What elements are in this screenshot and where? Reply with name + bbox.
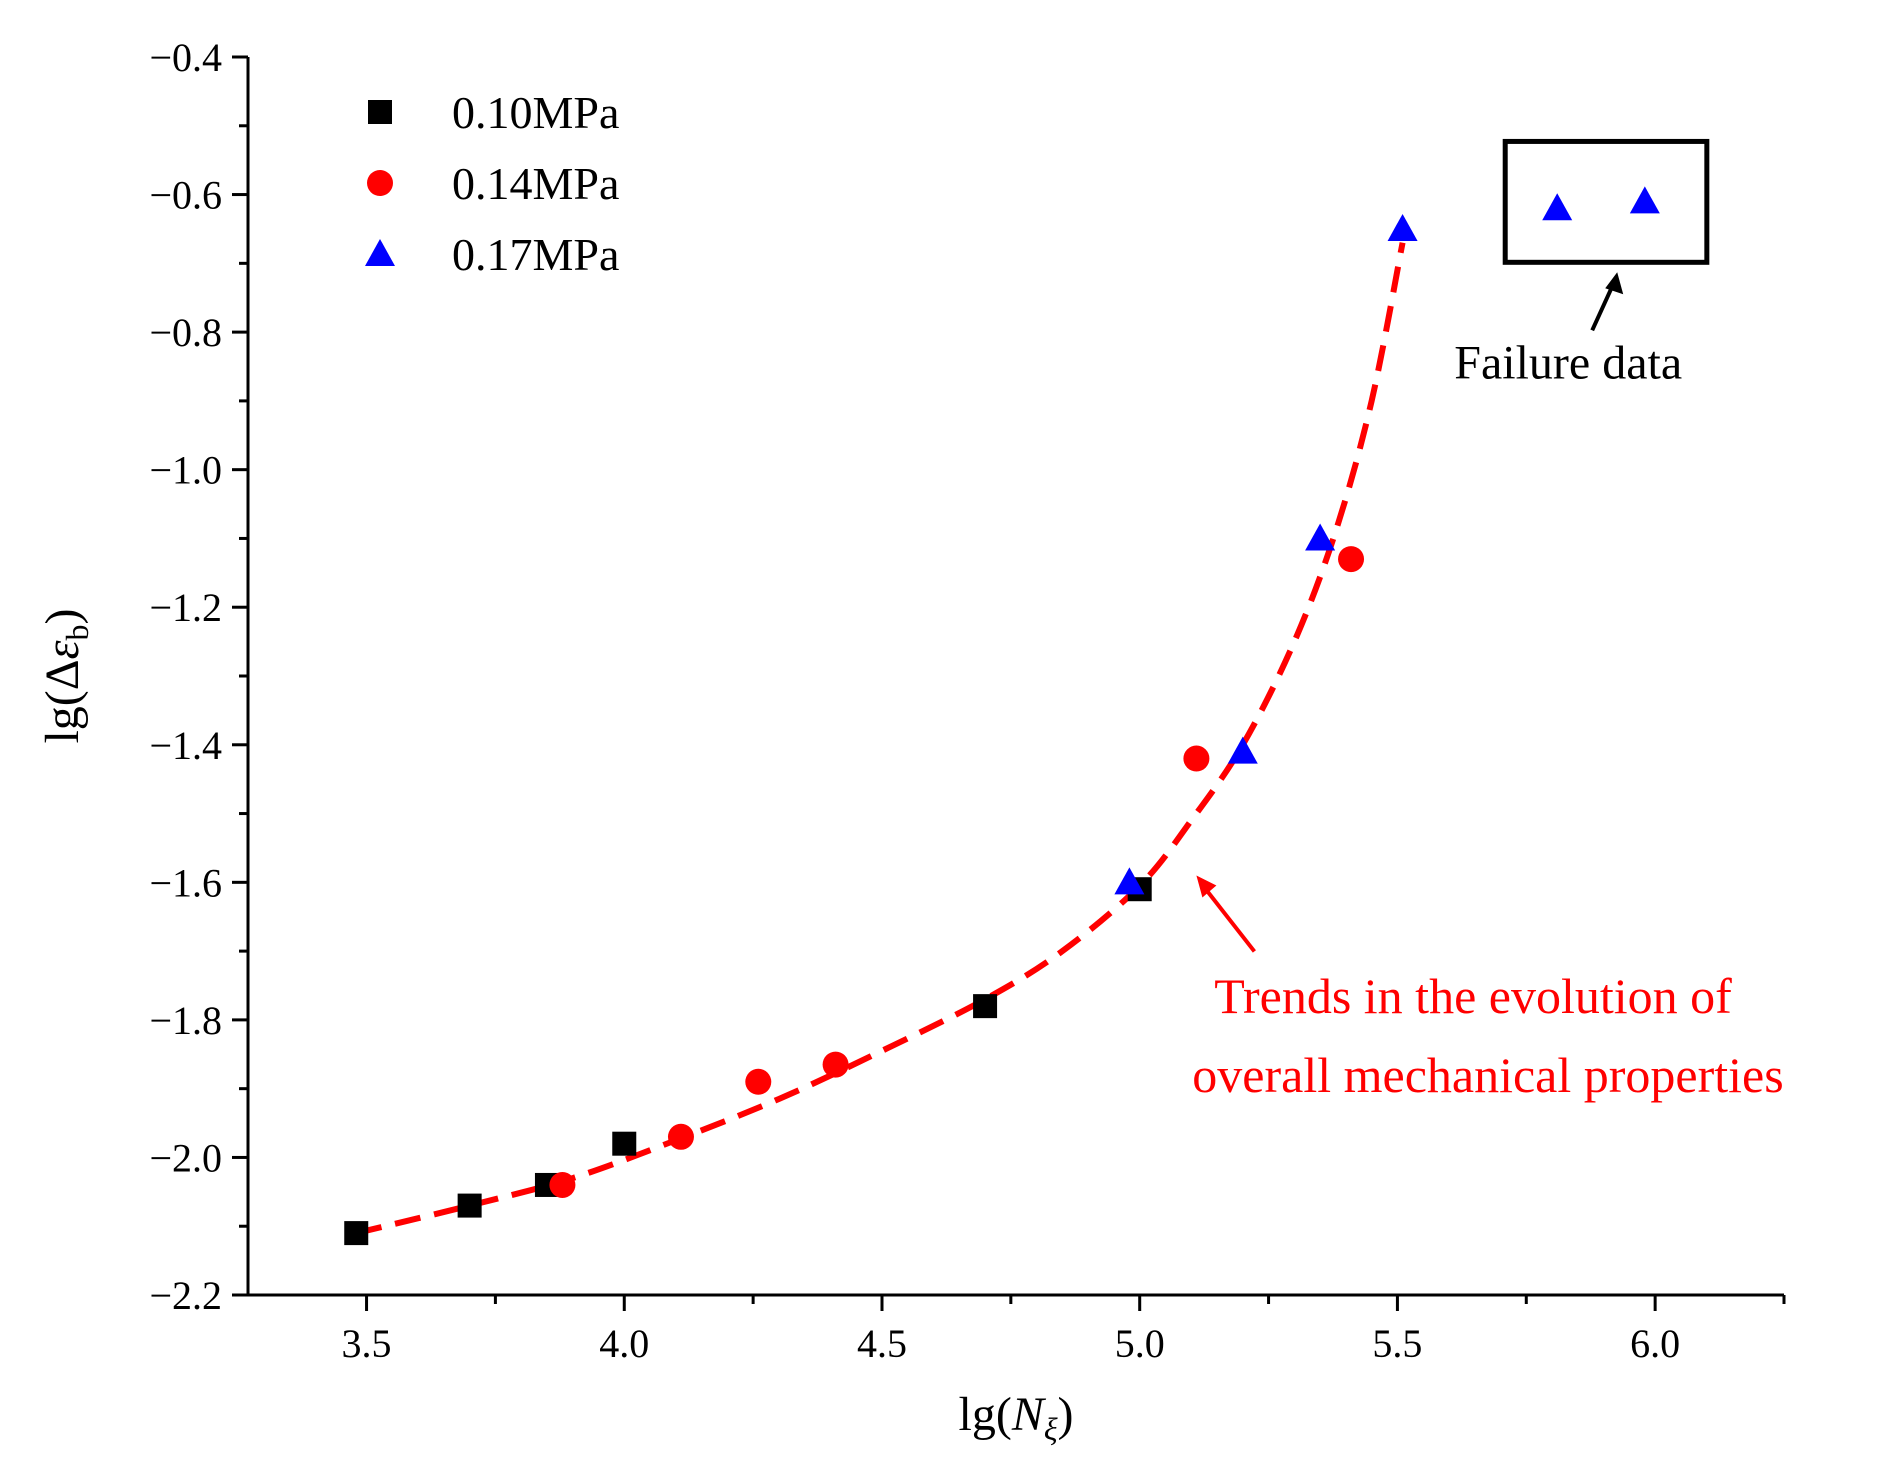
legend-marker-triangle bbox=[365, 239, 395, 266]
data-point-triangle-2 bbox=[1305, 523, 1336, 551]
data-point-triangle-5 bbox=[1629, 186, 1660, 214]
y-tick-label-3: −1.0 bbox=[149, 448, 222, 493]
legend-label-0: 0.10MPa bbox=[452, 87, 619, 138]
data-point-square-1 bbox=[457, 1193, 482, 1218]
x-axis-title-suffix: ) bbox=[1058, 1388, 1074, 1441]
data-point-circle-2 bbox=[745, 1068, 772, 1095]
series-0.10MPa bbox=[344, 877, 1152, 1246]
data-point-circle-4 bbox=[1183, 745, 1210, 772]
failure-data-label: Failure data bbox=[1454, 336, 1682, 389]
data-point-triangle-3 bbox=[1387, 213, 1418, 241]
y-axis-title-subscript: b bbox=[59, 624, 95, 640]
x-axis-title-symbol: N bbox=[1011, 1388, 1047, 1441]
series-0.14MPa bbox=[549, 546, 1365, 1198]
failure-data-box bbox=[1502, 138, 1710, 265]
y-axis-title-prefix: lg(Δ bbox=[36, 659, 89, 743]
legend-marker-square bbox=[368, 100, 392, 124]
data-point-square-4 bbox=[973, 994, 998, 1019]
x-ticks bbox=[365, 1295, 1786, 1311]
failure-arrow-head bbox=[1605, 272, 1624, 295]
y-tick-label-5: −1.4 bbox=[149, 723, 222, 768]
data-markers bbox=[344, 186, 1660, 1246]
trend-annotation: Trends in the evolution of overall mecha… bbox=[1192, 875, 1784, 1103]
y-tick-label-1: −0.6 bbox=[149, 173, 222, 218]
x-tick-labels: 3.5 4.0 4.5 5.0 5.5 6.0 bbox=[342, 1321, 1681, 1366]
y-tick-label-7: −1.8 bbox=[149, 998, 222, 1043]
data-point-circle-1 bbox=[667, 1123, 694, 1150]
failure-arrow-line bbox=[1590, 283, 1616, 332]
y-axis-title-suffix: ) bbox=[36, 608, 89, 624]
data-point-triangle-0 bbox=[1114, 867, 1145, 895]
x-tick-label-0: 3.5 bbox=[342, 1321, 392, 1366]
legend-label-2: 0.17MPa bbox=[452, 229, 619, 280]
x-tick-label-1: 4.0 bbox=[599, 1321, 649, 1366]
failure-annotation: Failure data bbox=[1454, 138, 1710, 389]
legend-item-2: 0.17MPa bbox=[365, 229, 619, 280]
x-axis-title: lg(Nξ) bbox=[958, 1388, 1073, 1447]
y-axis-title-symbol: ε bbox=[36, 640, 89, 659]
x-tick-label-4: 5.5 bbox=[1372, 1321, 1422, 1366]
legend: 0.10MPa 0.14MPa 0.17MPa bbox=[365, 87, 619, 280]
data-point-square-3 bbox=[612, 1131, 637, 1156]
data-point-square-0 bbox=[344, 1221, 369, 1246]
x-axis-title-prefix: lg( bbox=[958, 1388, 1011, 1441]
y-tick-labels: −0.4 −0.6 −0.8 −1.0 −1.2 −1.4 −1.6 −1.8 −2.0 −2.2 bbox=[149, 35, 222, 1318]
x-tick-label-2: 4.5 bbox=[857, 1321, 907, 1366]
legend-item-1: 0.14MPa bbox=[367, 158, 619, 209]
y-tick-label-2: −0.8 bbox=[149, 310, 222, 355]
trend-annotation-line-2: overall mechanical properties bbox=[1192, 1047, 1783, 1103]
series-0.17MPa bbox=[1114, 186, 1660, 895]
y-axis-title: lg(Δεb) bbox=[36, 608, 95, 743]
y-tick-label-9: −2.2 bbox=[149, 1273, 222, 1318]
trend-arrow-head bbox=[1196, 875, 1217, 898]
trend-arrow-line bbox=[1202, 886, 1256, 953]
data-point-circle-3 bbox=[822, 1051, 849, 1078]
data-point-circle-0 bbox=[549, 1171, 576, 1198]
y-tick-label-0: −0.4 bbox=[149, 35, 222, 80]
trend-line bbox=[355, 242, 1406, 1237]
y-tick-label-8: −2.0 bbox=[149, 1135, 222, 1180]
y-tick-label-4: −1.2 bbox=[149, 585, 222, 630]
data-point-circle-5 bbox=[1338, 546, 1365, 573]
trend-annotation-line-1: Trends in the evolution of bbox=[1214, 968, 1732, 1024]
data-point-triangle-4 bbox=[1542, 193, 1573, 221]
data-point-triangle-1 bbox=[1227, 736, 1258, 764]
y-ticks bbox=[232, 55, 248, 1297]
legend-item-0: 0.10MPa bbox=[368, 87, 619, 138]
x-tick-label-5: 6.0 bbox=[1630, 1321, 1680, 1366]
x-tick-label-3: 5.0 bbox=[1115, 1321, 1165, 1366]
legend-marker-circle bbox=[367, 170, 393, 196]
legend-label-1: 0.14MPa bbox=[452, 158, 619, 209]
y-tick-label-6: −1.6 bbox=[149, 860, 222, 905]
x-axis-title-subscript: ξ bbox=[1044, 1411, 1058, 1447]
